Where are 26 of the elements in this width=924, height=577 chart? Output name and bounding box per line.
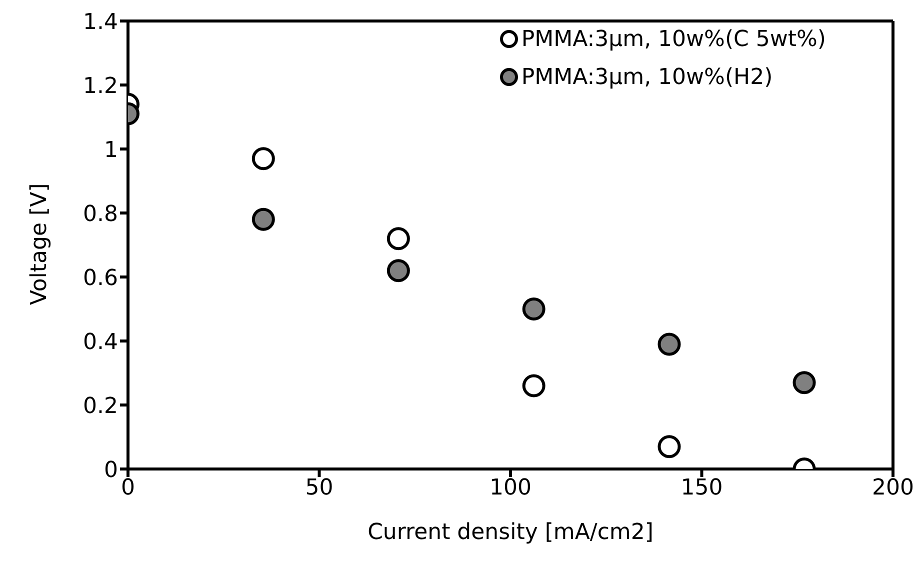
y-tick-label: 0 (104, 458, 118, 483)
point (658, 332, 681, 356)
point (658, 435, 681, 458)
point (522, 374, 546, 398)
legend-label: PMMA:3µm, 10w%(H2) (521, 64, 773, 90)
point (386, 259, 410, 282)
x-tick-label: 100 (490, 476, 532, 501)
x-tick-label: 50 (305, 476, 334, 501)
point (252, 208, 275, 231)
y-tick-label: 1 (104, 138, 118, 163)
legend-label: PMMA:3µm, 10w%(C 5wt%) (521, 26, 826, 52)
x-tick-label: 200 (872, 476, 914, 501)
x-tick-label: 150 (680, 476, 723, 501)
y-tick-label: 0.4 (83, 330, 118, 355)
y-tick-label: 1.4 (83, 10, 118, 35)
point (522, 298, 546, 320)
x-axis-title: Current density [mA/cm2] (368, 520, 654, 545)
y-axis-title: Voltage [V] (26, 183, 52, 305)
x-tick-label: 0 (121, 476, 135, 501)
y-tick-label: 1.2 (83, 74, 118, 99)
point (252, 147, 275, 170)
y-tick-label: 0.6 (83, 266, 118, 291)
y-tick-label: 0.2 (83, 394, 118, 419)
y-tick-label: 0.8 (83, 202, 118, 227)
point (386, 227, 410, 250)
point (792, 371, 816, 394)
